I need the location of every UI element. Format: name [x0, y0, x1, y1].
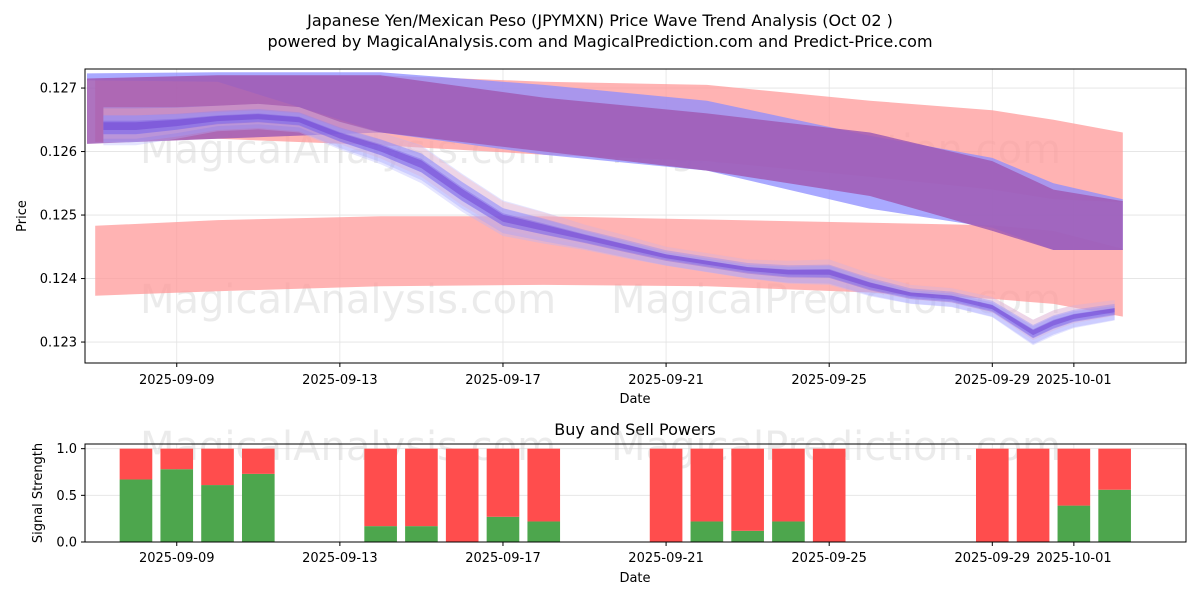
sell-bar — [1057, 448, 1091, 506]
sell-bar — [445, 448, 479, 542]
price-x-tick-label: 2025-09-29 — [955, 373, 1031, 388]
sell-bar — [486, 448, 520, 517]
buy-bar — [1098, 489, 1131, 542]
buy-bar — [405, 526, 438, 542]
price-plot-frame — [84, 68, 1187, 364]
price-y-ticks: 0.127 0.126 0.125 0.124 0.123 — [40, 82, 85, 351]
powers-y-tick-label: 1.0 — [56, 442, 77, 457]
sell-bar — [201, 448, 234, 486]
price-series — [87, 72, 1123, 346]
powers-x-ticks: 2025-09-09 2025-09-13 2025-09-17 2025-09-21… — [139, 542, 1112, 566]
buy-bar — [1057, 505, 1091, 542]
price-x-tick-label: 2025-09-21 — [628, 373, 704, 388]
price-x-tick-label: 2025-10-01 — [1036, 373, 1112, 388]
price-x-tick-label: 2025-09-09 — [139, 373, 215, 388]
sell-bar — [405, 448, 438, 527]
buy-bar — [119, 479, 153, 542]
price-y-axis-label: Price — [15, 200, 30, 232]
powers-chart: Buy and Sell Powers MagicalAnalysis.com … — [31, 420, 1187, 586]
buy-bar — [241, 473, 275, 542]
price-x-tick-label: 2025-09-25 — [791, 373, 867, 388]
price-y-tick-label: 0.125 — [40, 209, 77, 224]
price-band-3 — [87, 75, 1123, 250]
buy-bar — [486, 516, 520, 542]
powers-x-tick-label: 2025-09-21 — [628, 551, 704, 566]
sell-bar — [119, 448, 153, 480]
powers-x-tick-label: 2025-10-01 — [1036, 551, 1112, 566]
sell-bar — [1098, 448, 1131, 490]
price-wave-layer-2 — [103, 110, 1115, 344]
price-chart: MagicalAnalysis.com MagicalPrediction.co… — [15, 68, 1187, 407]
sell-bar — [731, 448, 764, 531]
price-x-tick-label: 2025-09-17 — [465, 373, 541, 388]
price-wave-layer-1 — [103, 103, 1115, 341]
sell-bar — [975, 448, 1009, 542]
price-y-tick-label: 0.126 — [40, 145, 77, 160]
price-series-clip — [87, 72, 1123, 346]
powers-chart-title: Buy and Sell Powers — [554, 420, 716, 439]
buy-bar — [160, 469, 194, 542]
powers-y-axis-label: Signal Strength — [31, 443, 46, 543]
sell-bar — [160, 448, 194, 470]
sell-bar — [527, 448, 561, 522]
figure-subtitle: powered by MagicalAnalysis.com and Magic… — [267, 32, 932, 51]
price-y-tick-label: 0.127 — [40, 82, 77, 97]
sell-bar — [649, 448, 683, 542]
sell-bar — [241, 448, 275, 474]
price-y-tick-label: 0.124 — [40, 272, 77, 287]
powers-y-ticks: 0.0 0.5 1.0 — [56, 442, 85, 551]
buy-bar — [731, 530, 764, 542]
powers-y-tick-label: 0.5 — [56, 489, 77, 504]
price-band-1 — [95, 216, 1123, 317]
price-x-axis-label: Date — [619, 392, 650, 407]
price-wave-layer-4 — [103, 113, 1115, 339]
powers-x-tick-label: 2025-09-09 — [139, 551, 215, 566]
price-y-tick-label: 0.123 — [40, 336, 77, 351]
powers-y-tick-label: 0.0 — [56, 536, 77, 551]
price-x-tick-label: 2025-09-13 — [302, 373, 378, 388]
sell-bar — [1016, 448, 1050, 542]
powers-x-tick-label: 2025-09-29 — [955, 551, 1031, 566]
price-x-ticks: 2025-09-09 2025-09-13 2025-09-17 2025-09-21… — [139, 363, 1112, 388]
sell-bar — [690, 448, 724, 522]
price-wave-layer-0 — [103, 103, 1115, 346]
figure-title: Japanese Yen/Mexican Peso (JPYMXN) Price… — [306, 11, 893, 30]
buy-bar — [201, 485, 234, 542]
sell-bar — [364, 448, 397, 527]
sell-bar — [812, 448, 846, 542]
powers-x-tick-label: 2025-09-13 — [302, 551, 378, 566]
powers-x-tick-label: 2025-09-25 — [791, 551, 867, 566]
powers-plot-frame — [84, 443, 1187, 543]
powers-x-axis-label: Date — [619, 571, 650, 586]
sell-bar — [772, 448, 805, 522]
buy-bar — [364, 526, 397, 542]
buy-bar — [527, 521, 561, 542]
powers-bars — [119, 448, 1131, 542]
powers-x-tick-label: 2025-09-17 — [465, 551, 541, 566]
buy-bar — [772, 521, 805, 542]
price-wave-layer-3 — [103, 109, 1115, 338]
buy-bar — [690, 521, 724, 542]
